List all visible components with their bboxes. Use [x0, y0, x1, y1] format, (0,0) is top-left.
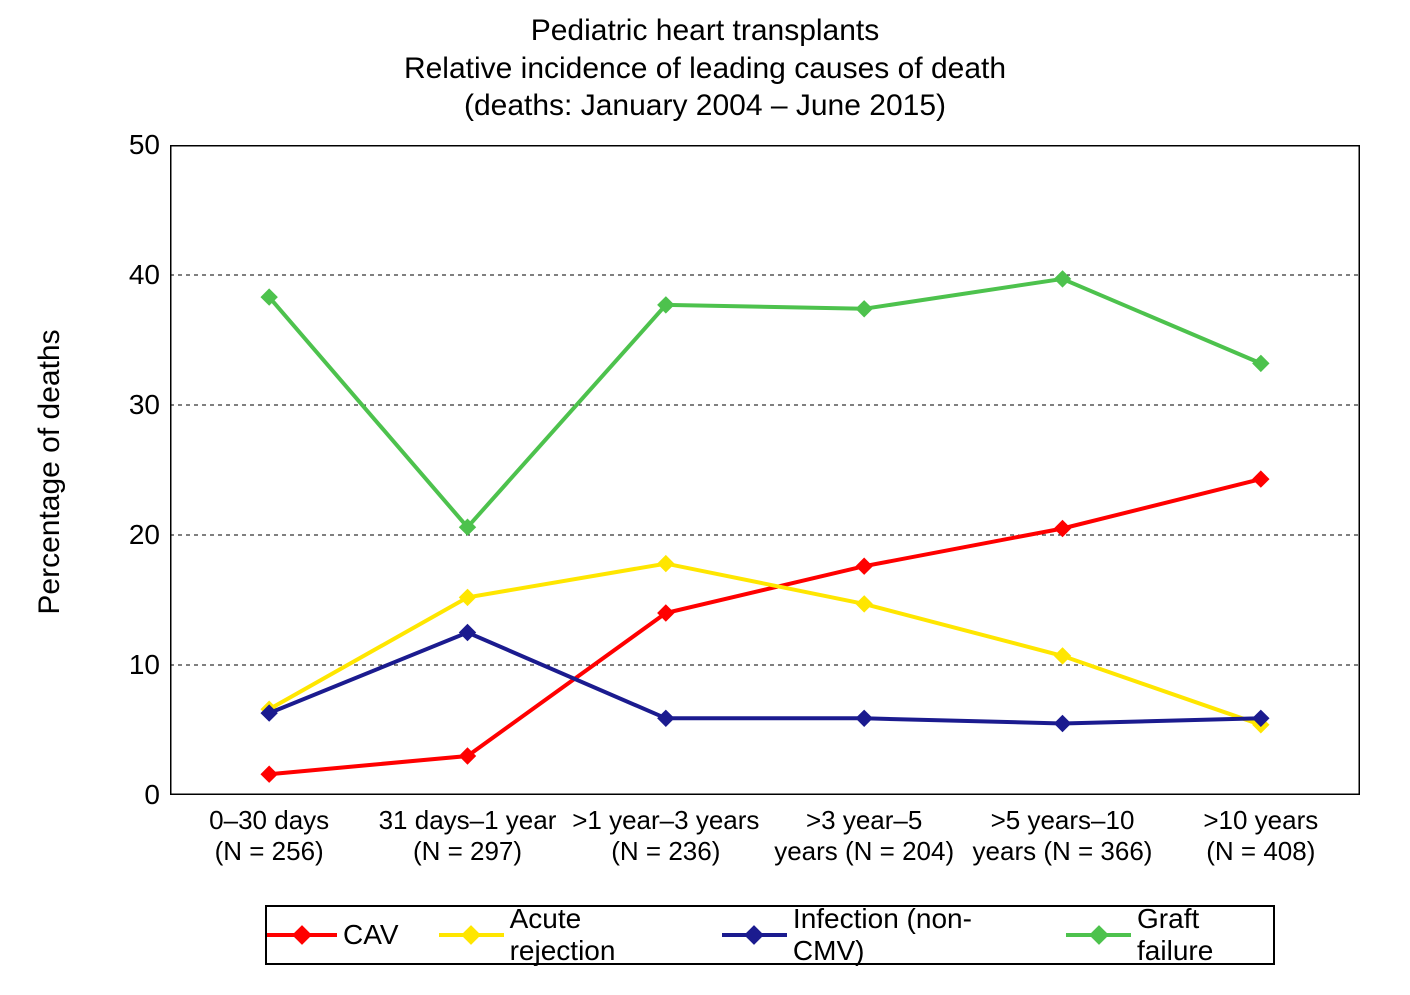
series-marker — [1055, 716, 1071, 732]
x-tick-label: >1 year–3 years(N = 236) — [567, 805, 765, 867]
x-tick-label-line1: >10 years — [1162, 805, 1360, 836]
x-tick-label: >10 years(N = 408) — [1162, 805, 1360, 867]
series-line — [269, 633, 1261, 724]
y-tick-label: 10 — [129, 649, 160, 681]
series-marker — [658, 710, 674, 726]
series-marker — [1055, 521, 1071, 537]
legend-marker-icon — [1089, 925, 1109, 945]
x-tick-label-line1: 31 days–1 year — [368, 805, 566, 836]
series-marker — [856, 301, 872, 317]
y-axis-label: Percentage of deaths — [33, 147, 67, 797]
x-tick-label-line2: years (N = 366) — [963, 836, 1161, 867]
series-line — [269, 279, 1261, 527]
series-marker — [1253, 471, 1269, 487]
x-tick-label-line2: (N = 408) — [1162, 836, 1360, 867]
x-tick-label-line1: >5 years–10 — [963, 805, 1161, 836]
series-marker — [1253, 355, 1269, 371]
legend-label: Acute rejection — [510, 903, 682, 967]
legend-marker-icon — [744, 925, 764, 945]
chart-title: Pediatric heart transplants Relative inc… — [0, 12, 1410, 125]
y-tick-label: 40 — [129, 259, 160, 291]
series-marker — [658, 556, 674, 572]
legend: CAV Acute rejection Infection (non-CMV) Gra… — [265, 905, 1275, 965]
x-tick-label-line1: >3 year–5 — [765, 805, 963, 836]
y-tick-label: 50 — [129, 129, 160, 161]
series-marker — [856, 710, 872, 726]
legend-swatch — [722, 928, 787, 942]
x-tick-label: 31 days–1 year(N = 297) — [368, 805, 566, 867]
title-line-1: Pediatric heart transplants — [0, 12, 1410, 50]
x-tick-label-line1: 0–30 days — [170, 805, 368, 836]
series-marker — [856, 558, 872, 574]
series-marker — [460, 589, 476, 605]
series-marker — [856, 596, 872, 612]
legend-item: Infection (non-CMV) — [722, 903, 1026, 967]
y-tick-label: 0 — [144, 779, 160, 811]
legend-label: Infection (non-CMV) — [793, 903, 1026, 967]
x-tick-label: 0–30 days(N = 256) — [170, 805, 368, 867]
legend-label: CAV — [343, 919, 399, 951]
legend-swatch — [1066, 928, 1131, 942]
x-tick-label: >3 year–5years (N = 204) — [765, 805, 963, 867]
plot-area — [170, 145, 1360, 795]
series-marker — [460, 625, 476, 641]
series-marker — [1055, 271, 1071, 287]
title-line-2: Relative incidence of leading causes of … — [0, 50, 1410, 88]
x-tick-label-line2: (N = 256) — [170, 836, 368, 867]
series-marker — [261, 766, 277, 782]
y-tick-label: 20 — [129, 519, 160, 551]
x-tick-label-line2: years (N = 204) — [765, 836, 963, 867]
legend-label: Graft failure — [1137, 903, 1273, 967]
legend-item: CAV — [267, 919, 399, 951]
x-tick-label-line2: (N = 236) — [567, 836, 765, 867]
legend-marker-icon — [292, 925, 312, 945]
y-tick-label: 30 — [129, 389, 160, 421]
x-tick-label-line2: (N = 297) — [368, 836, 566, 867]
legend-swatch — [439, 928, 504, 942]
series-marker — [1055, 648, 1071, 664]
x-tick-label-line1: >1 year–3 years — [567, 805, 765, 836]
title-line-3: (deaths: January 2004 – June 2015) — [0, 87, 1410, 125]
chart-container: Pediatric heart transplants Relative inc… — [0, 0, 1410, 995]
legend-marker-icon — [461, 925, 481, 945]
legend-item: Acute rejection — [439, 903, 682, 967]
legend-item: Graft failure — [1066, 903, 1273, 967]
plot-svg — [170, 145, 1360, 795]
legend-swatch — [267, 928, 337, 942]
x-tick-label: >5 years–10years (N = 366) — [963, 805, 1161, 867]
